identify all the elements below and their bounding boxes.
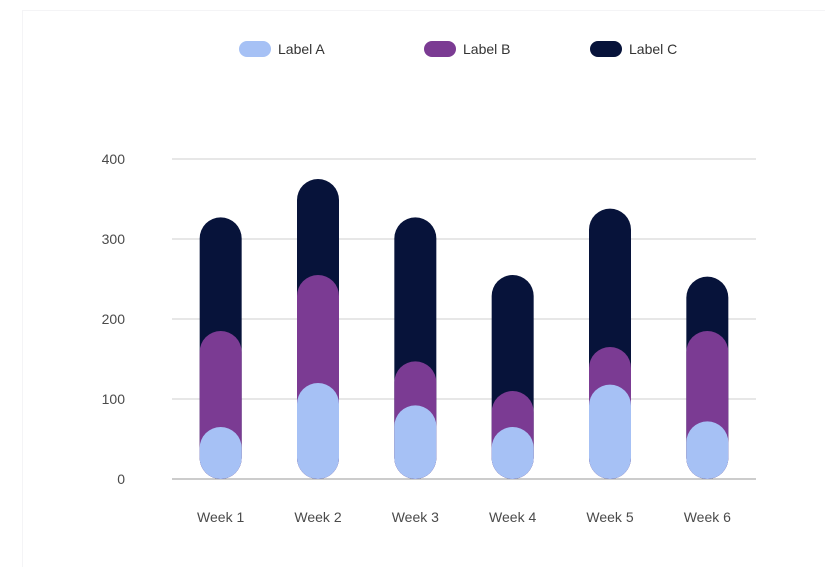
- y-axis: 0 100 200 300 400: [102, 151, 126, 487]
- x-tick-label-week-3: Week 3: [392, 509, 439, 525]
- x-tick-label-week-6: Week 6: [684, 509, 731, 525]
- bar-group-week-6: [686, 276, 729, 479]
- legend-swatch-label-c: [590, 41, 622, 57]
- legend-swatch-label-b: [424, 41, 456, 57]
- legend-label-label-a: Label A: [278, 41, 325, 57]
- y-tick-label-200: 200: [102, 311, 126, 327]
- x-tick-label-week-1: Week 1: [197, 509, 244, 525]
- x-tick-label-week-2: Week 2: [294, 509, 341, 525]
- y-tick-label-0: 0: [117, 471, 125, 487]
- legend-swatch-label-a: [239, 41, 271, 57]
- bar-group-week-1: [199, 217, 242, 479]
- bar-week-5-label-a: [589, 384, 631, 479]
- bar-week-6-label-a: [686, 421, 729, 479]
- bar-week-4-label-a: [491, 427, 534, 479]
- legend: Label A Label B Label C: [239, 41, 677, 57]
- x-tick-label-week-4: Week 4: [489, 509, 536, 525]
- y-tick-label-300: 300: [102, 231, 126, 247]
- y-tick-label-100: 100: [102, 391, 126, 407]
- bar-group-week-5: [589, 208, 631, 479]
- bar-group-week-3: [394, 217, 437, 479]
- bar-week-3-label-a: [394, 405, 437, 479]
- x-tick-label-week-5: Week 5: [586, 509, 633, 525]
- bar-week-1-label-a: [199, 427, 242, 479]
- legend-item-label-c: Label C: [590, 41, 677, 57]
- x-axis: Week 1 Week 2 Week 3 Week 4 Week 5 Week 6: [197, 509, 731, 525]
- gridlines: [172, 158, 756, 480]
- bar-group-week-2: [297, 179, 339, 479]
- legend-label-label-b: Label B: [463, 41, 510, 57]
- y-tick-label-400: 400: [102, 151, 126, 167]
- bar-week-2-label-a: [297, 383, 339, 479]
- legend-label-label-c: Label C: [629, 41, 677, 57]
- bars: [199, 179, 729, 479]
- bar-group-week-4: [491, 275, 534, 479]
- legend-item-label-b: Label B: [424, 41, 510, 57]
- legend-item-label-a: Label A: [239, 41, 325, 57]
